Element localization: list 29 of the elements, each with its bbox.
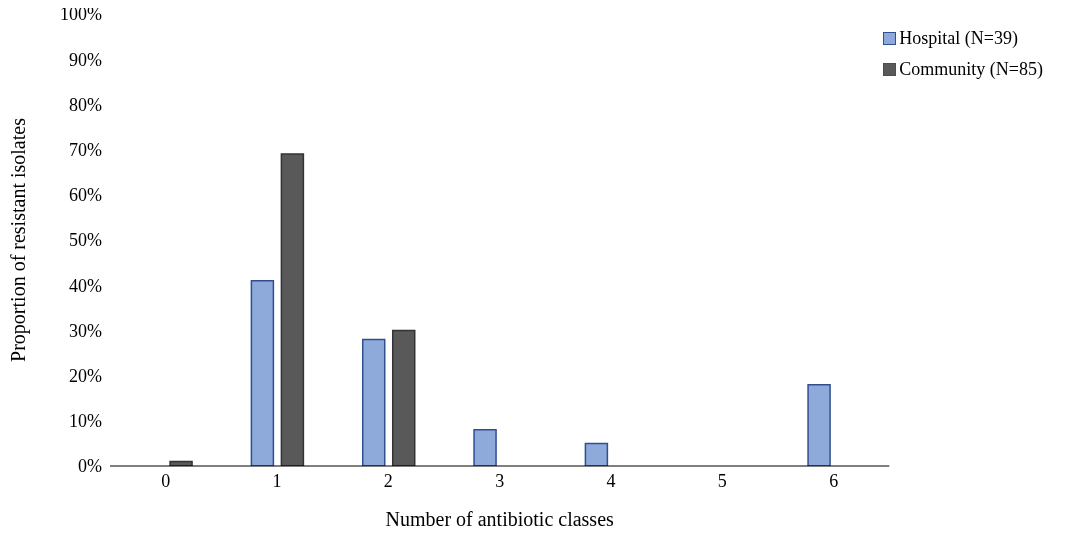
y-tick-label: 70% <box>69 139 102 160</box>
x-tick-label: 4 <box>606 470 616 491</box>
bar <box>361 338 386 466</box>
y-tick-label: 80% <box>69 94 102 115</box>
bar <box>473 429 497 466</box>
y-tick-label: 60% <box>69 185 102 206</box>
legend-label: Hospital (N=39) <box>899 28 1018 49</box>
bar <box>807 383 831 466</box>
legend-label: Community (N=85) <box>899 59 1043 80</box>
bar <box>280 153 305 466</box>
x-tick-label: 1 <box>272 470 282 491</box>
x-tick-label: 0 <box>161 470 171 491</box>
y-tick-label: 90% <box>69 49 102 70</box>
y-tick-label: 30% <box>69 320 102 341</box>
x-tick-label: 5 <box>717 470 727 491</box>
bar <box>584 442 609 466</box>
x-tick-label: 2 <box>383 470 393 491</box>
y-tick-label: 10% <box>69 411 102 432</box>
bar <box>250 279 275 466</box>
y-tick-label: 100% <box>60 4 102 25</box>
y-tick-label: 0% <box>78 456 102 477</box>
x-axis-title: Number of antibiotic classes <box>385 508 615 530</box>
x-tick-label: 6 <box>829 470 839 491</box>
y-tick-label: 20% <box>69 365 102 386</box>
y-axis-title: Proportion of resistant isolates <box>7 117 31 362</box>
bar <box>391 329 416 466</box>
y-tick-label: 50% <box>69 230 102 251</box>
x-tick-label: 3 <box>495 470 505 491</box>
y-tick-label: 40% <box>69 275 102 296</box>
